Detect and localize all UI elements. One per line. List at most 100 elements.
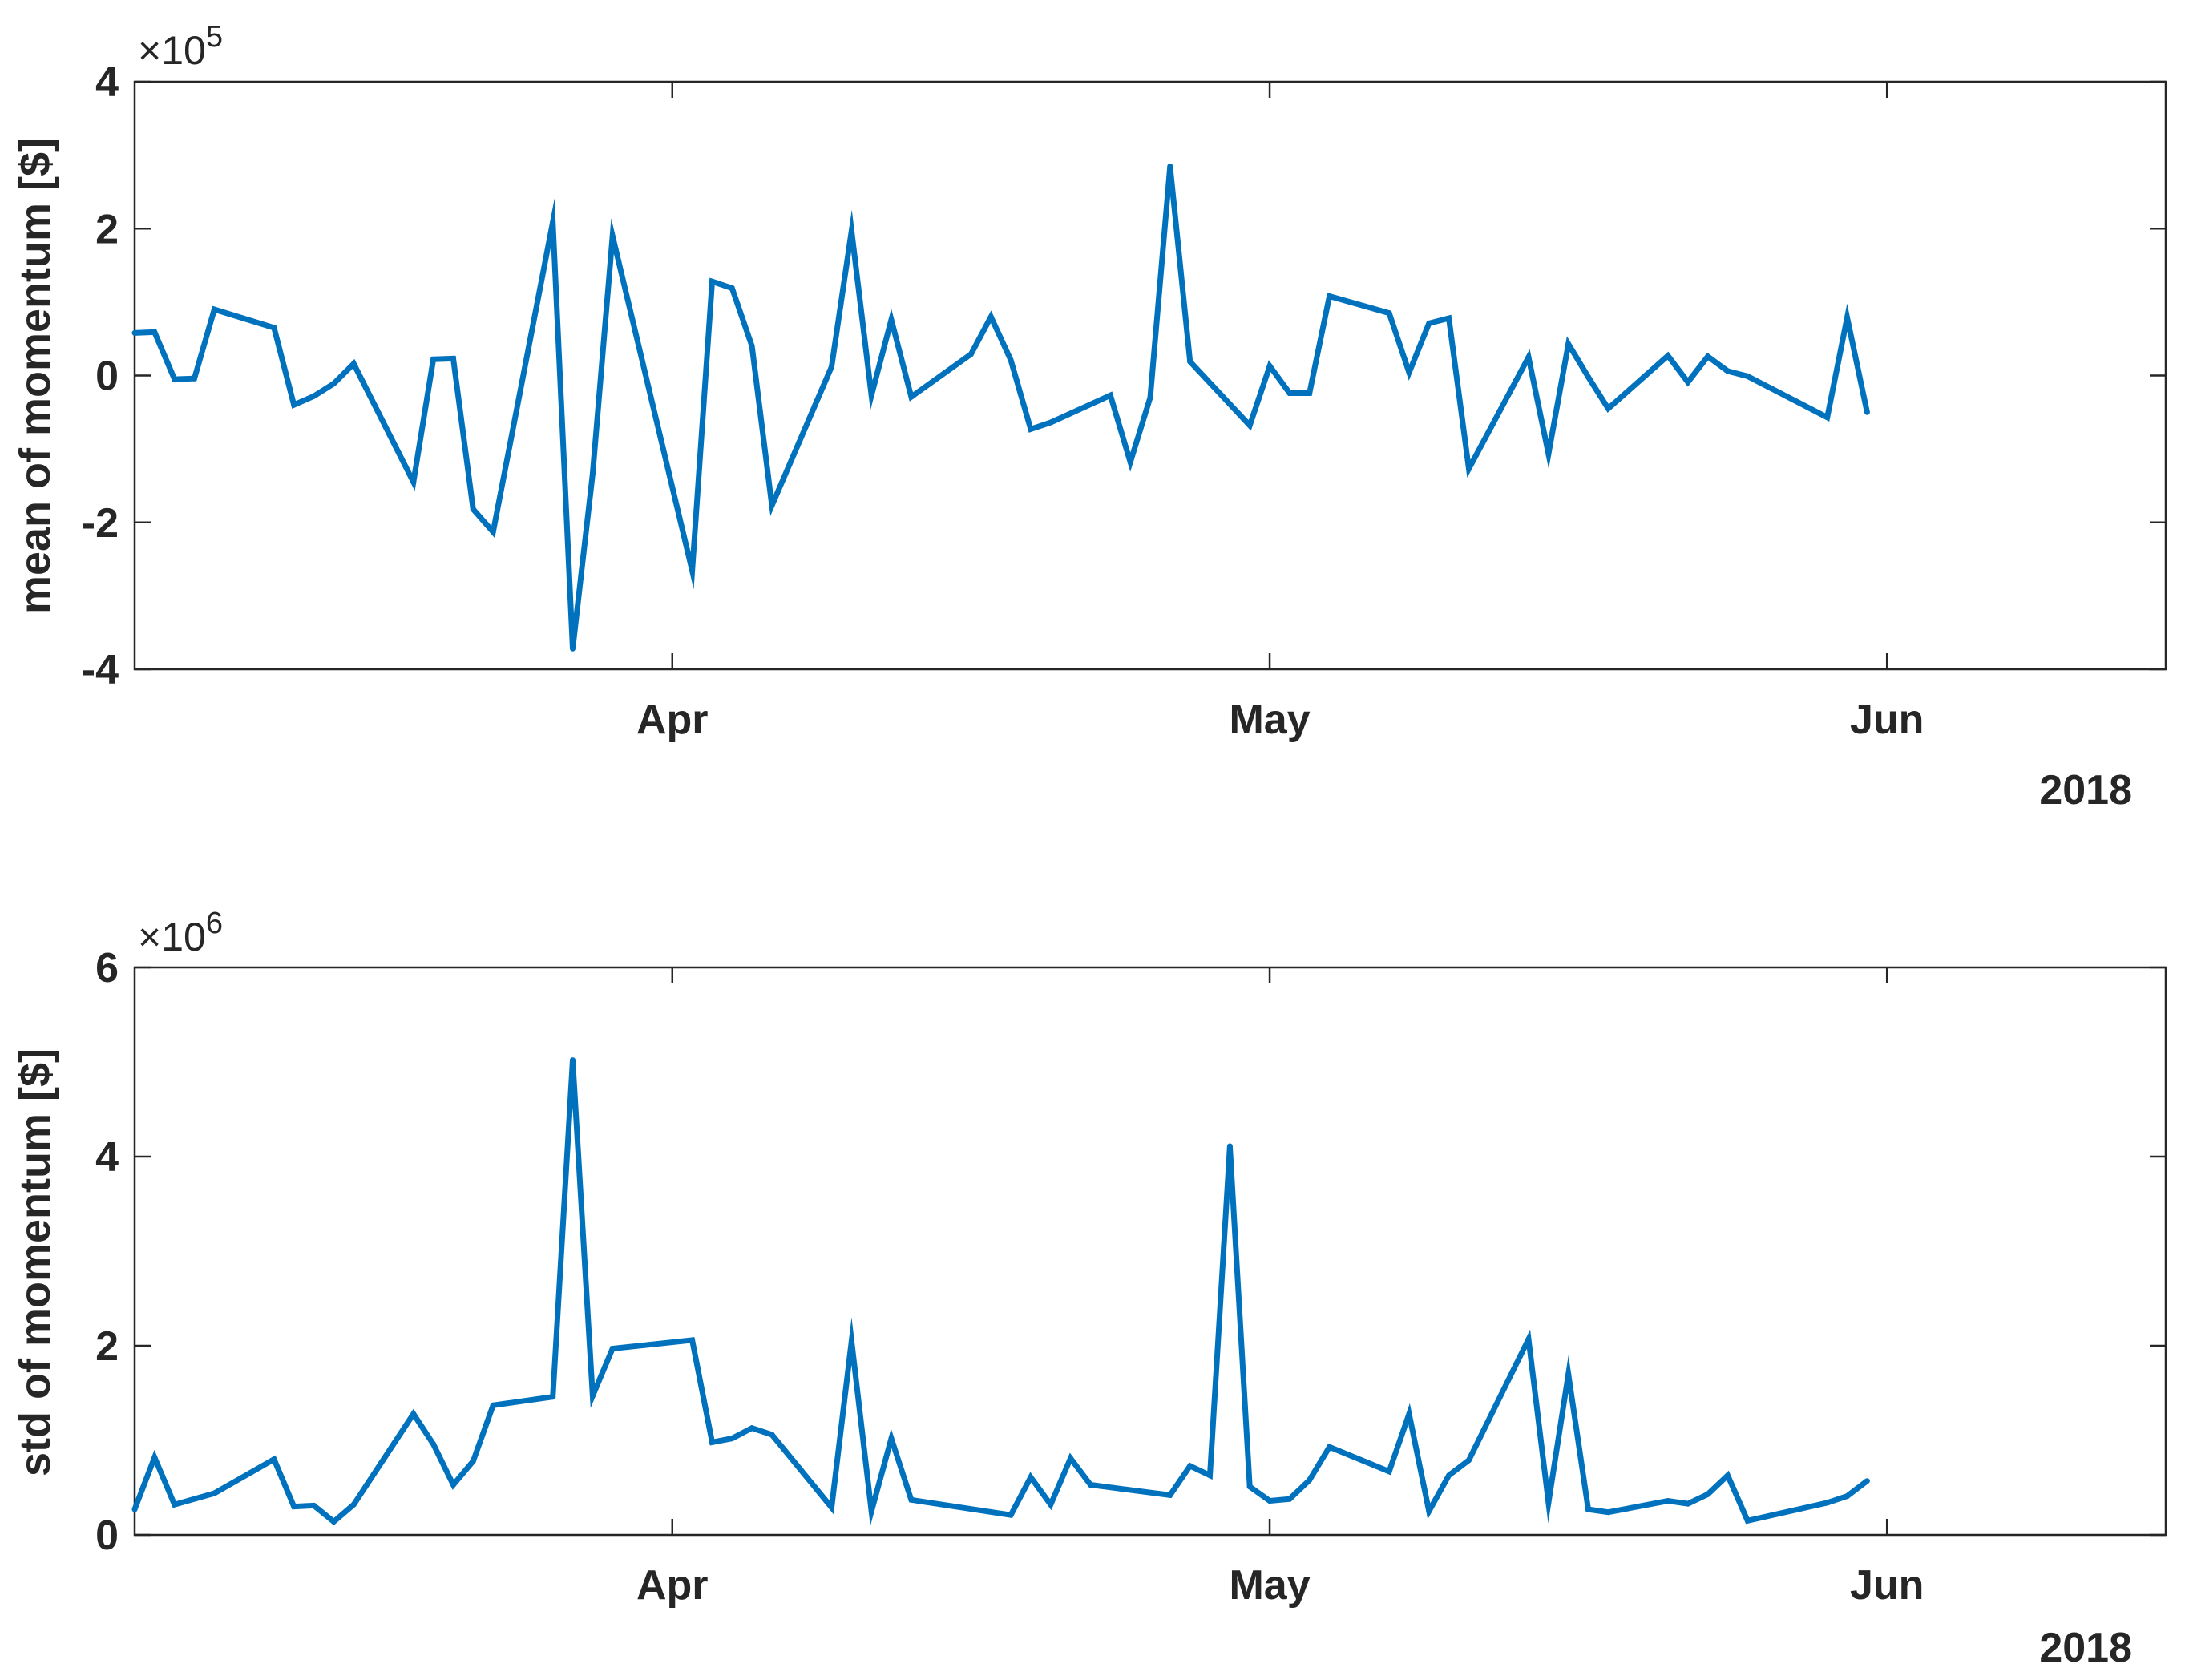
y-tick-label: 0 — [95, 1512, 119, 1559]
data-point — [271, 325, 277, 331]
data-point — [1386, 1468, 1392, 1475]
y-tick-label: 2 — [95, 206, 119, 252]
data-point — [1406, 370, 1412, 376]
mean-momentum-plot: mean of momentum [$] ×105 2018 -4 -2 0 2 4 Ap… — [11, 20, 2167, 814]
data-point — [1725, 368, 1731, 374]
data-point — [550, 1394, 556, 1400]
data-point — [1167, 1492, 1173, 1498]
std-momentum-plot: std of momentum [$] ×106 2018 0 2 4 6 Apr May… — [11, 907, 2167, 1671]
data-point — [570, 1057, 576, 1064]
data-point — [271, 1456, 277, 1463]
data-point — [172, 1501, 178, 1508]
data-point — [1466, 1457, 1472, 1464]
data-point — [1028, 1474, 1034, 1480]
data-point — [908, 394, 915, 400]
data-point — [490, 1402, 496, 1408]
data-point — [1565, 1371, 1572, 1377]
y-tick-label: -4 — [82, 647, 119, 693]
x-year-label: 2018 — [2039, 1625, 2132, 1671]
data-point — [151, 329, 158, 335]
data-point — [1088, 1482, 1093, 1488]
data-point — [829, 364, 834, 370]
data-point — [987, 313, 994, 320]
data-point — [470, 506, 476, 512]
data-point — [330, 381, 337, 387]
data-point — [888, 317, 895, 323]
data-point — [749, 1425, 755, 1432]
data-point — [1585, 374, 1591, 380]
data-point — [1665, 353, 1671, 359]
x-tick-label: May — [1229, 697, 1310, 743]
data-point — [1127, 459, 1133, 466]
data-point — [1406, 1411, 1412, 1417]
y-tick-label: 4 — [95, 59, 119, 106]
data-point — [1327, 293, 1333, 299]
series-line — [134, 166, 1870, 649]
data-point — [1386, 310, 1392, 317]
data-point — [1246, 1484, 1253, 1490]
data-point — [330, 1519, 337, 1525]
data-point — [291, 402, 297, 408]
data-point — [1008, 357, 1014, 363]
y-axis-label: std of momentum [$] — [11, 1048, 59, 1476]
data-point — [1147, 394, 1153, 401]
data-point — [749, 343, 755, 349]
data-point — [1167, 163, 1173, 169]
data-point — [410, 479, 417, 485]
data-point — [1286, 390, 1293, 396]
data-point — [709, 278, 715, 285]
data-point — [1585, 1506, 1591, 1512]
data-point — [410, 1411, 417, 1417]
data-point — [609, 1346, 616, 1351]
data-point — [1187, 358, 1193, 365]
data-point — [1286, 1496, 1293, 1502]
data-point — [1605, 1509, 1611, 1516]
data-point — [1824, 414, 1831, 421]
data-point — [848, 228, 854, 234]
x-tick-label: May — [1229, 1562, 1310, 1609]
y-tick-label: -2 — [82, 500, 119, 547]
data-point — [689, 567, 696, 574]
data-point — [1446, 315, 1452, 321]
data-point — [1525, 354, 1532, 361]
data-point — [1226, 1143, 1233, 1149]
data-point — [550, 219, 556, 225]
data-point — [1446, 1472, 1452, 1479]
data-point — [908, 1496, 915, 1503]
data-point — [350, 1501, 357, 1508]
data-point — [450, 1482, 456, 1488]
data-point — [1525, 1336, 1532, 1343]
data-point — [967, 351, 974, 357]
data-point — [1545, 451, 1552, 457]
data-point — [1246, 422, 1253, 429]
data-point — [1426, 320, 1432, 326]
data-point — [1844, 314, 1850, 321]
data-point — [151, 1454, 158, 1460]
data-point — [1685, 379, 1691, 386]
data-point — [430, 356, 437, 362]
data-point — [1565, 341, 1572, 347]
x-tick-label: Apr — [636, 1562, 709, 1609]
data-point — [729, 1436, 735, 1442]
data-point — [1705, 1491, 1711, 1497]
data-point — [1605, 406, 1611, 412]
data-point — [769, 1432, 775, 1438]
data-point — [868, 392, 874, 398]
data-point — [131, 329, 138, 336]
data-point — [1048, 419, 1054, 426]
data-point — [769, 503, 775, 509]
data-point — [350, 361, 357, 367]
data-point — [709, 1439, 715, 1445]
data-point — [1864, 409, 1870, 415]
x-tick-label: Jun — [1850, 1562, 1924, 1609]
y-tick-label: 6 — [95, 945, 119, 991]
data-point — [1864, 1478, 1870, 1484]
data-point — [131, 1506, 138, 1512]
data-point — [1266, 363, 1273, 370]
data-point — [430, 1441, 437, 1448]
data-point — [1107, 392, 1113, 398]
data-point — [450, 355, 456, 361]
data-point — [311, 1502, 317, 1508]
data-point — [1207, 1472, 1213, 1479]
